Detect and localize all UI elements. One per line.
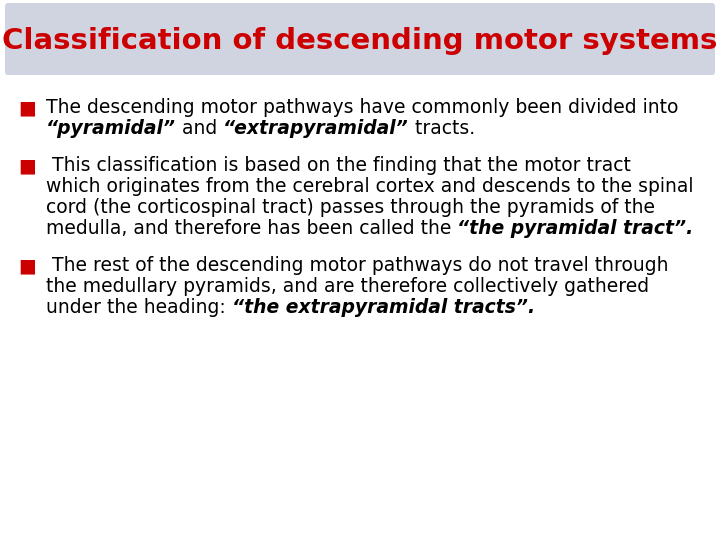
- Text: the medullary pyramids, and are therefore collectively gathered: the medullary pyramids, and are therefor…: [46, 277, 649, 296]
- Text: tracts.: tracts.: [409, 119, 475, 138]
- Text: “the pyramidal tract”.: “the pyramidal tract”.: [457, 219, 693, 238]
- FancyBboxPatch shape: [5, 3, 715, 75]
- Text: ■: ■: [18, 256, 36, 275]
- Text: which originates from the cerebral cortex and descends to the spinal: which originates from the cerebral corte…: [46, 177, 693, 196]
- Text: and: and: [176, 119, 223, 138]
- Text: “the extrapyramidal tracts”.: “the extrapyramidal tracts”.: [232, 298, 535, 317]
- Text: under the heading:: under the heading:: [46, 298, 232, 317]
- Text: ■: ■: [18, 98, 36, 117]
- Text: The rest of the descending motor pathways do not travel through: The rest of the descending motor pathway…: [46, 256, 668, 275]
- Text: ■: ■: [18, 156, 36, 175]
- Text: medulla, and therefore has been called the: medulla, and therefore has been called t…: [46, 219, 457, 238]
- Text: Classification of descending motor systems: Classification of descending motor syste…: [2, 27, 718, 55]
- Text: “extrapyramidal”: “extrapyramidal”: [223, 119, 409, 138]
- Text: The descending motor pathways have commonly been divided into: The descending motor pathways have commo…: [46, 98, 678, 117]
- Text: cord (the corticospinal tract) passes through the pyramids of the: cord (the corticospinal tract) passes th…: [46, 198, 655, 217]
- Text: This classification is based on the finding that the motor tract: This classification is based on the find…: [46, 156, 631, 175]
- Text: “pyramidal”: “pyramidal”: [46, 119, 176, 138]
